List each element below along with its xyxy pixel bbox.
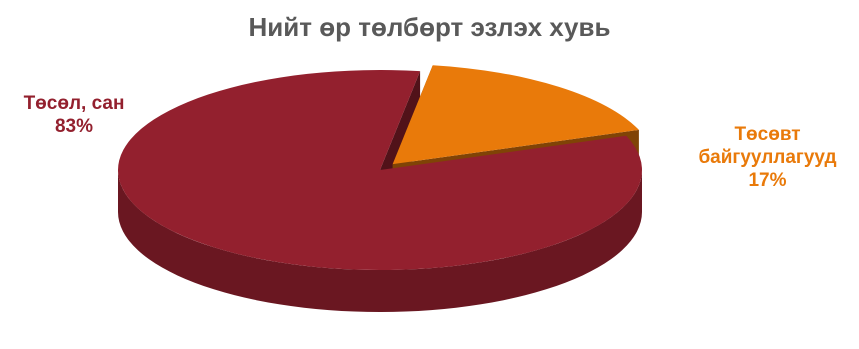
pie-slice-1 — [392, 65, 639, 165]
slice-value-tosol-san: 83% — [54, 116, 94, 137]
slice-label-tosovt: Төсөвт байгууллагууд 17% — [676, 123, 859, 192]
slice-label-tosol-san: Төсөл, сан 83% — [5, 92, 143, 138]
slice-value-tosovt: 17% — [748, 170, 787, 191]
chart-title: Нийт өр төлбөрт эзлэх хувь — [248, 12, 611, 42]
slice-outer-wall-0-0 — [118, 170, 642, 312]
slice-name-tosovt: Төсөвт байгууллагууд — [698, 124, 837, 168]
slice-name-tosol-san: Төсөл, сан — [23, 93, 125, 114]
pie-slice-0 — [117, 69, 642, 271]
